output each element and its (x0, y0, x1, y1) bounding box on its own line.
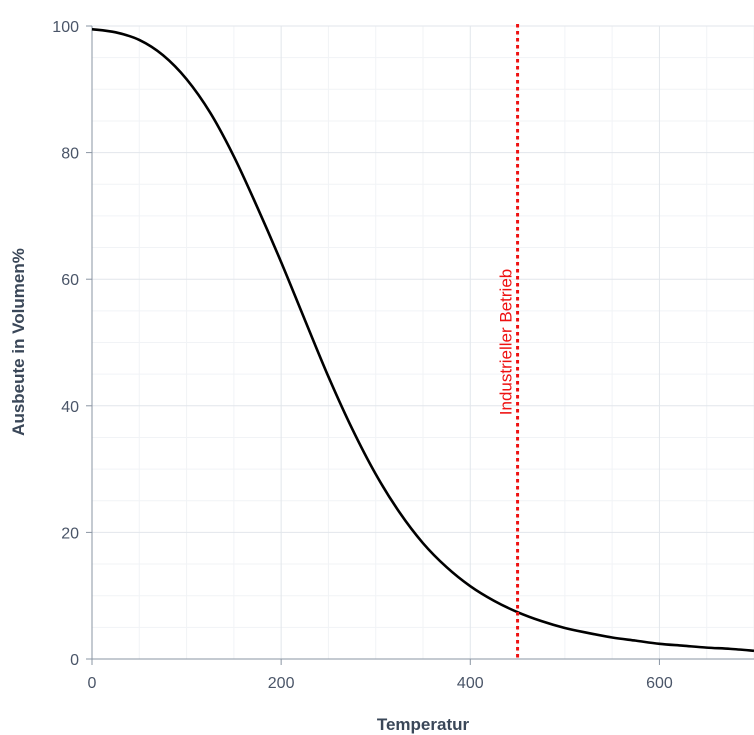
major-gridlines (92, 25, 754, 659)
y-tick-label: 0 (70, 652, 79, 669)
axes (86, 25, 754, 665)
x-axis-title: Temperatur (377, 715, 470, 734)
reference-line-label: Industrieller Betrieb (497, 269, 516, 415)
x-tick-label: 600 (646, 675, 673, 692)
y-axis-title: Ausbeute in Volumen% (9, 248, 28, 436)
tick-labels: 0 200 400 600 0 20 40 60 80 100 (52, 19, 673, 692)
annotation-layer: Industrieller Betrieb (497, 24, 520, 659)
x-tick-label: 0 (88, 675, 97, 692)
x-tick-label: 400 (457, 675, 484, 692)
y-tick-label: 60 (61, 272, 79, 289)
x-tick-label: 200 (268, 675, 295, 692)
minor-gridlines (92, 26, 754, 659)
y-tick-label: 20 (61, 525, 79, 542)
y-tick-label: 40 (61, 399, 79, 416)
y-tick-label: 80 (61, 146, 79, 163)
yield-curve-line (91, 27, 754, 653)
y-tick-label: 100 (52, 19, 79, 36)
series-layer (91, 27, 754, 653)
